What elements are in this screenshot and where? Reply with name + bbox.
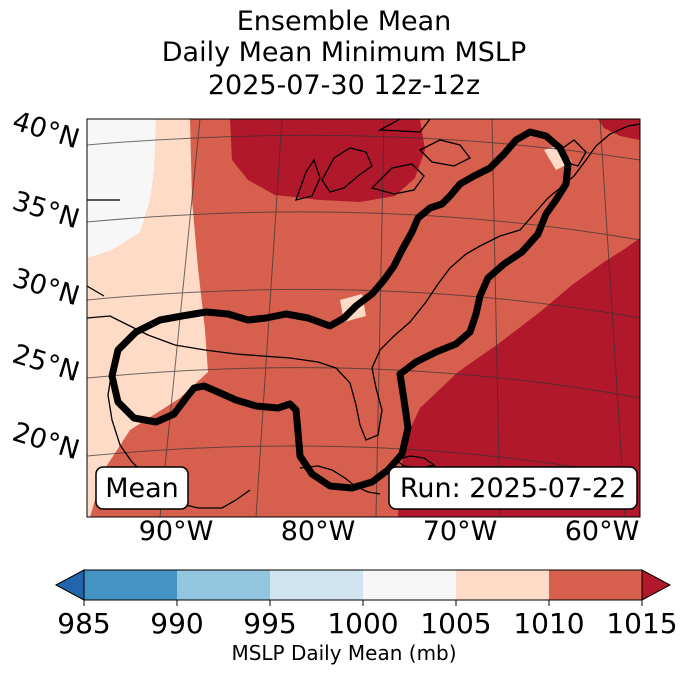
title-line-3: 2025-07-30 12z-12z bbox=[207, 70, 481, 101]
colorbar-tick-1015: 1015 bbox=[606, 607, 677, 640]
colorbar-bin-995-1000 bbox=[270, 570, 363, 600]
title-line-1: Ensemble Mean bbox=[236, 6, 452, 37]
field-1000-1005 bbox=[87, 119, 156, 258]
lon-label-90w: 90°W bbox=[139, 516, 214, 547]
colorbar-bin-985-990 bbox=[84, 570, 177, 600]
ensemble-contour bbox=[108, 128, 572, 492]
colorbar-tick-990: 990 bbox=[150, 607, 203, 640]
map-border bbox=[86, 118, 641, 518]
lon-label-60w: 60°W bbox=[565, 516, 640, 547]
map-plot-area bbox=[87, 119, 640, 517]
run-badge bbox=[388, 466, 638, 510]
mean-badge-text: Mean bbox=[105, 473, 179, 504]
lon-label-70w: 70°W bbox=[423, 516, 498, 547]
lon-label-80w: 80°W bbox=[281, 516, 356, 547]
colorbar-tick-1000: 1000 bbox=[327, 607, 398, 640]
lat-label-35: 35°N bbox=[9, 186, 83, 236]
lat-label-40: 40°N bbox=[9, 106, 83, 156]
colorbar-extend-high bbox=[641, 569, 672, 601]
colorbar-tick-985: 985 bbox=[57, 607, 110, 640]
colorbar-label: MSLP Daily Mean (mb) bbox=[231, 641, 457, 665]
colorbar-tick-995: 995 bbox=[243, 607, 296, 640]
lat-label-25: 25°N bbox=[9, 339, 83, 389]
colorbar-bin-1000-1005 bbox=[363, 570, 456, 600]
colorbar-bin-1010-1015 bbox=[549, 570, 642, 600]
colorbar-extend-low bbox=[54, 569, 85, 601]
run-badge-text: Run: 2025-07-22 bbox=[400, 473, 626, 504]
lat-label-30: 30°N bbox=[9, 263, 83, 313]
lat-label-20: 20°N bbox=[9, 417, 83, 467]
colorbar-bin-990-995 bbox=[177, 570, 270, 600]
mean-badge bbox=[95, 466, 189, 510]
colorbar-tick-1005: 1005 bbox=[420, 607, 491, 640]
colorbar: 985 990 995 1000 1005 1010 1015 bbox=[54, 569, 678, 640]
field-1015-greatlakes bbox=[230, 119, 425, 202]
title-line-2: Daily Mean Minimum MSLP bbox=[161, 37, 527, 68]
colorbar-bin-1005-1010 bbox=[456, 570, 549, 600]
field-1015-atlantic bbox=[398, 238, 640, 517]
colorbar-tick-1010: 1010 bbox=[513, 607, 584, 640]
